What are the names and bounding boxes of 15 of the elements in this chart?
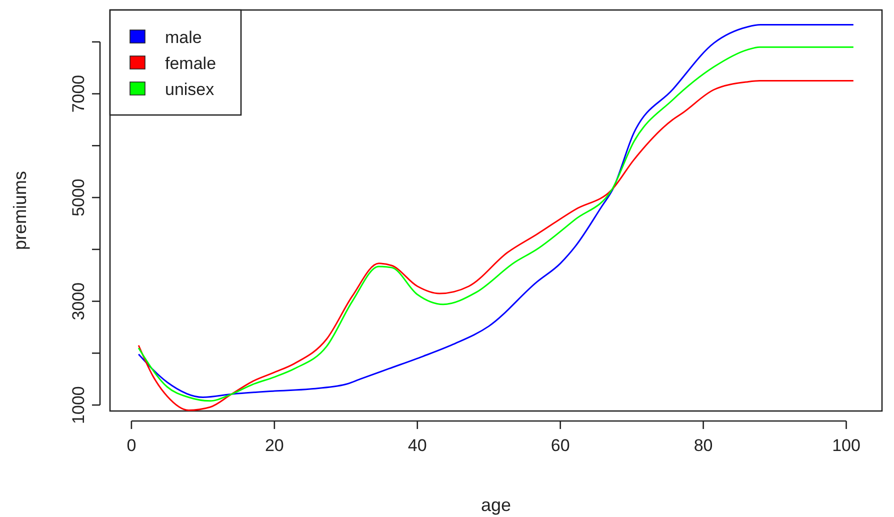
legend-label: female [165, 54, 216, 73]
y-tick-label: 1000 [69, 386, 88, 424]
legend-label: male [165, 28, 202, 47]
x-tick-label: 0 [126, 436, 136, 455]
x-axis-title: age [480, 495, 512, 515]
y-tick-label: 7000 [69, 74, 88, 113]
x-tick-label: 100 [832, 436, 860, 455]
y-tick-label: 3000 [69, 282, 88, 320]
y-axis-title: premiums [10, 170, 30, 250]
x-tick-label: 20 [264, 436, 284, 455]
x-tick-label: 60 [550, 436, 570, 455]
legend-label: unisex [165, 80, 215, 99]
x-tick-label: 40 [408, 436, 427, 455]
y-tick-label: 5000 [69, 178, 88, 216]
x-tick-label: 80 [694, 436, 713, 455]
